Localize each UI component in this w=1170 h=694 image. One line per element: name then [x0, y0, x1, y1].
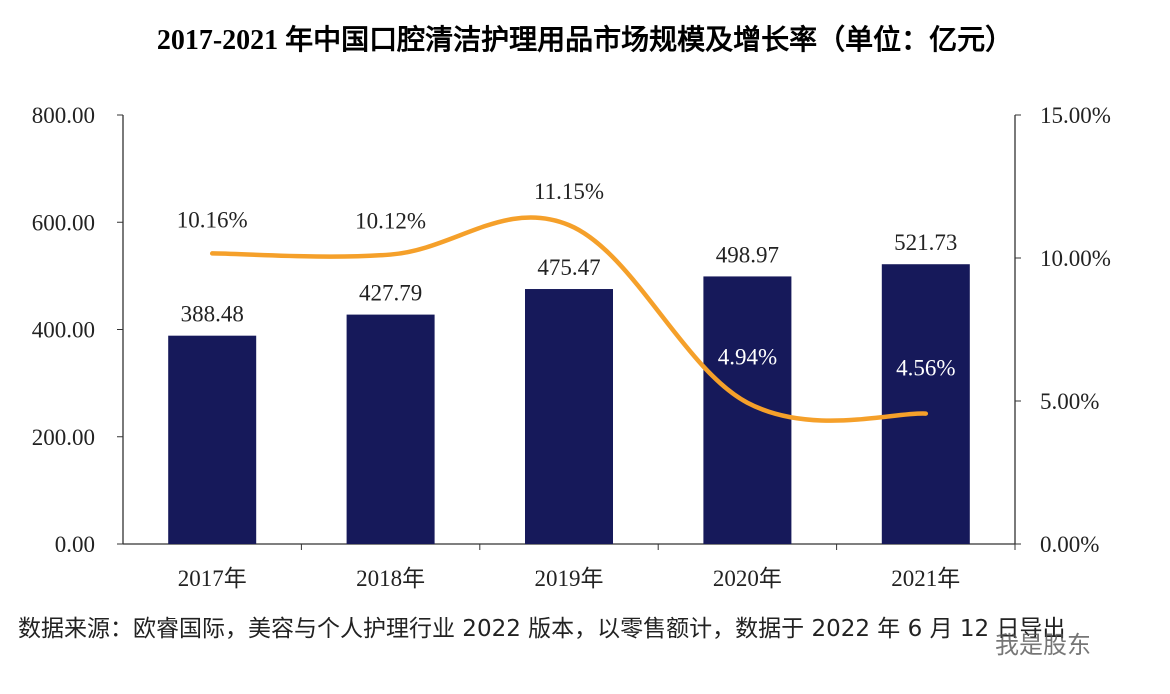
y-tick-label: 0.00 [55, 532, 95, 557]
bar [881, 264, 970, 544]
bar [346, 314, 435, 544]
x-tick-label: 2018年 [356, 566, 425, 591]
x-tick-label: 2017年 [178, 566, 247, 591]
y-tick-label: 600.00 [32, 210, 95, 235]
bar-label: 475.47 [537, 255, 600, 280]
bar-label: 498.97 [716, 242, 779, 267]
y2-tick-label: 5.00% [1040, 389, 1099, 414]
bar-label: 388.48 [181, 302, 244, 327]
y2-tick-label: 10.00% [1040, 246, 1111, 271]
y2-tick-label: 15.00% [1040, 103, 1111, 128]
y-tick-label: 400.00 [32, 318, 95, 343]
bar [525, 289, 613, 544]
bar [703, 276, 792, 544]
x-tick-label: 2020年 [713, 566, 782, 591]
y-tick-label: 800.00 [32, 103, 95, 128]
bar-label: 521.73 [894, 230, 957, 255]
line-label: 11.15% [534, 179, 604, 204]
growth-line [209, 215, 929, 423]
chart-title: 2017-2021 年中国口腔清洁护理用品市场规模及增长率（单位：亿元） [156, 25, 1014, 56]
line-label: 10.16% [177, 207, 248, 232]
line-label: 4.94% [718, 345, 777, 370]
source-note: 数据来源：欧睿国际，美容与个人护理行业 2022 版本，以零售额计，数据于 20… [18, 616, 1066, 642]
y2-tick-label: 0.00% [1040, 532, 1099, 557]
bar [168, 335, 257, 544]
watermark: 我是股东 [995, 631, 1091, 659]
x-tick-label: 2021年 [891, 566, 960, 591]
y-tick-label: 200.00 [32, 425, 95, 450]
line-label: 4.56% [896, 356, 955, 381]
line-label: 10.12% [355, 209, 426, 234]
bar-label: 427.79 [359, 281, 422, 306]
x-tick-label: 2019年 [535, 566, 604, 591]
